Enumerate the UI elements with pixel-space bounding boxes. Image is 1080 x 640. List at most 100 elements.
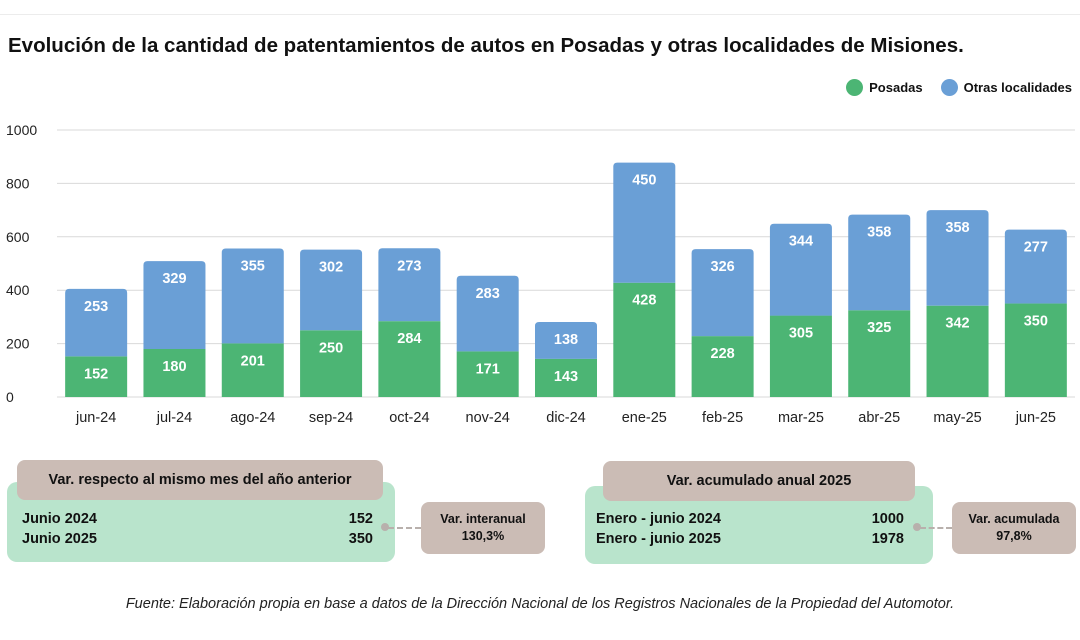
y-tick-label: 400 [6,282,30,298]
legend-item-posadas: Posadas [846,79,923,96]
x-tick-label: nov-24 [466,410,510,426]
y-tick-label: 1000 [6,122,37,138]
legend-swatch-posadas [846,79,864,96]
data-label: 344 [789,234,813,250]
legend-label-otras: Otras localidades [963,80,1072,95]
x-tick-label: ago-24 [230,410,275,426]
left-row-label-1: Junio 2024 [22,511,97,527]
bar-posadas [143,348,206,397]
data-label: 138 [554,332,578,348]
bar-posadas [300,330,363,397]
x-tick-label: jul-24 [156,410,192,426]
right-connector-dot [913,523,921,531]
bar-posadas [691,336,754,397]
x-tick-label: jun-25 [1015,410,1056,426]
left-connector [388,527,421,529]
x-tick-label: dic-24 [546,410,586,426]
left-connector-dot [381,523,389,531]
data-label: 180 [162,359,186,375]
data-label: 253 [84,299,108,315]
bar-posadas [769,315,832,397]
right-row-label-1: Enero - junio 2024 [596,511,721,527]
data-label: 228 [711,346,735,362]
data-label: 143 [554,369,578,385]
x-tick-label: oct-24 [389,410,429,426]
data-label: 329 [162,271,186,287]
bar-otras [1004,229,1067,304]
data-label: 350 [1024,314,1048,330]
right-row-label-2: Enero - junio 2025 [596,531,721,547]
right-var-title: Var. acumulada [968,512,1060,526]
data-label: 250 [319,340,343,356]
x-tick-label: sep-24 [309,410,353,426]
y-tick-label: 200 [6,336,30,352]
bar-otras [613,162,676,283]
data-label: 326 [711,259,735,275]
legend-label-posadas: Posadas [869,80,923,95]
right-var-value: 97,8% [996,529,1032,543]
legend-item-otras: Otras localidades [940,79,1072,96]
data-label: 152 [84,366,108,382]
data-label: 284 [397,331,421,347]
bar-posadas [221,343,284,397]
data-label: 355 [241,259,265,275]
left-row-value-2: 350 [348,531,373,547]
left-row-label-2: Junio 2025 [22,531,97,547]
right-panel-heading: Var. acumulado anual 2025 [603,461,915,501]
bar-otras [926,210,989,306]
bar-otras [221,248,284,344]
right-row-value-1: 1000 [871,511,904,527]
data-label: 283 [476,286,500,302]
stacked-bar-chart: 0 200 400 600 800 1000 152 253 jun-24 180 329 jul-2… [6,122,1075,426]
data-label: 450 [632,173,656,189]
data-label: 171 [476,361,500,377]
left-var-title: Var. interanual [440,512,526,526]
y-tick-label: 600 [6,229,30,245]
source-note: Fuente: Elaboración propia en base a dat… [125,596,955,612]
bar-otras [300,249,363,331]
data-label: 201 [241,353,265,369]
data-label: 273 [397,258,421,274]
data-label: 358 [945,220,969,236]
chart-title: Evolución de la cantidad de patentamient… [8,34,964,57]
left-row-value-1: 152 [348,511,373,527]
bar-posadas [926,305,989,397]
data-label: 342 [945,316,969,332]
right-var-box: Var. acumulada 97,8% [952,502,1076,554]
data-label: 325 [867,320,891,336]
bar-posadas [613,282,676,397]
bar-otras [456,275,519,352]
bar-otras [143,261,206,349]
data-label: 277 [1024,240,1048,256]
bar-otras [535,321,597,359]
legend-swatch-otras [940,79,958,96]
chart-legend: Posadas Otras localidades [828,79,1072,96]
y-tick-label: 800 [6,175,30,191]
bar-posadas [1004,303,1067,397]
bar-otras [769,223,832,316]
right-connector [920,527,952,529]
bar-otras [65,288,128,357]
x-tick-label: feb-25 [702,410,743,426]
bar-otras [378,248,441,322]
y-tick-label: 0 [6,389,14,405]
bar-posadas [378,321,441,397]
left-panel-heading: Var. respecto al mismo mes del año anter… [17,460,383,500]
left-var-box: Var. interanual 130,3% [421,502,545,554]
bar-otras [848,214,911,311]
top-divider [0,14,1080,15]
right-row-value-2: 1978 [871,531,904,547]
left-var-value: 130,3% [461,529,505,543]
bar-otras [691,249,754,337]
bar-posadas [65,356,128,397]
bar-posadas [456,351,519,397]
x-tick-label: abr-25 [858,410,900,426]
x-tick-label: mar-25 [778,410,824,426]
data-label: 305 [789,326,813,342]
data-label: 302 [319,260,343,276]
bar-posadas [535,358,597,397]
data-label: 358 [867,225,891,241]
x-tick-label: ene-25 [622,410,667,426]
bar-posadas [848,310,911,397]
x-tick-label: jun-24 [75,410,116,426]
